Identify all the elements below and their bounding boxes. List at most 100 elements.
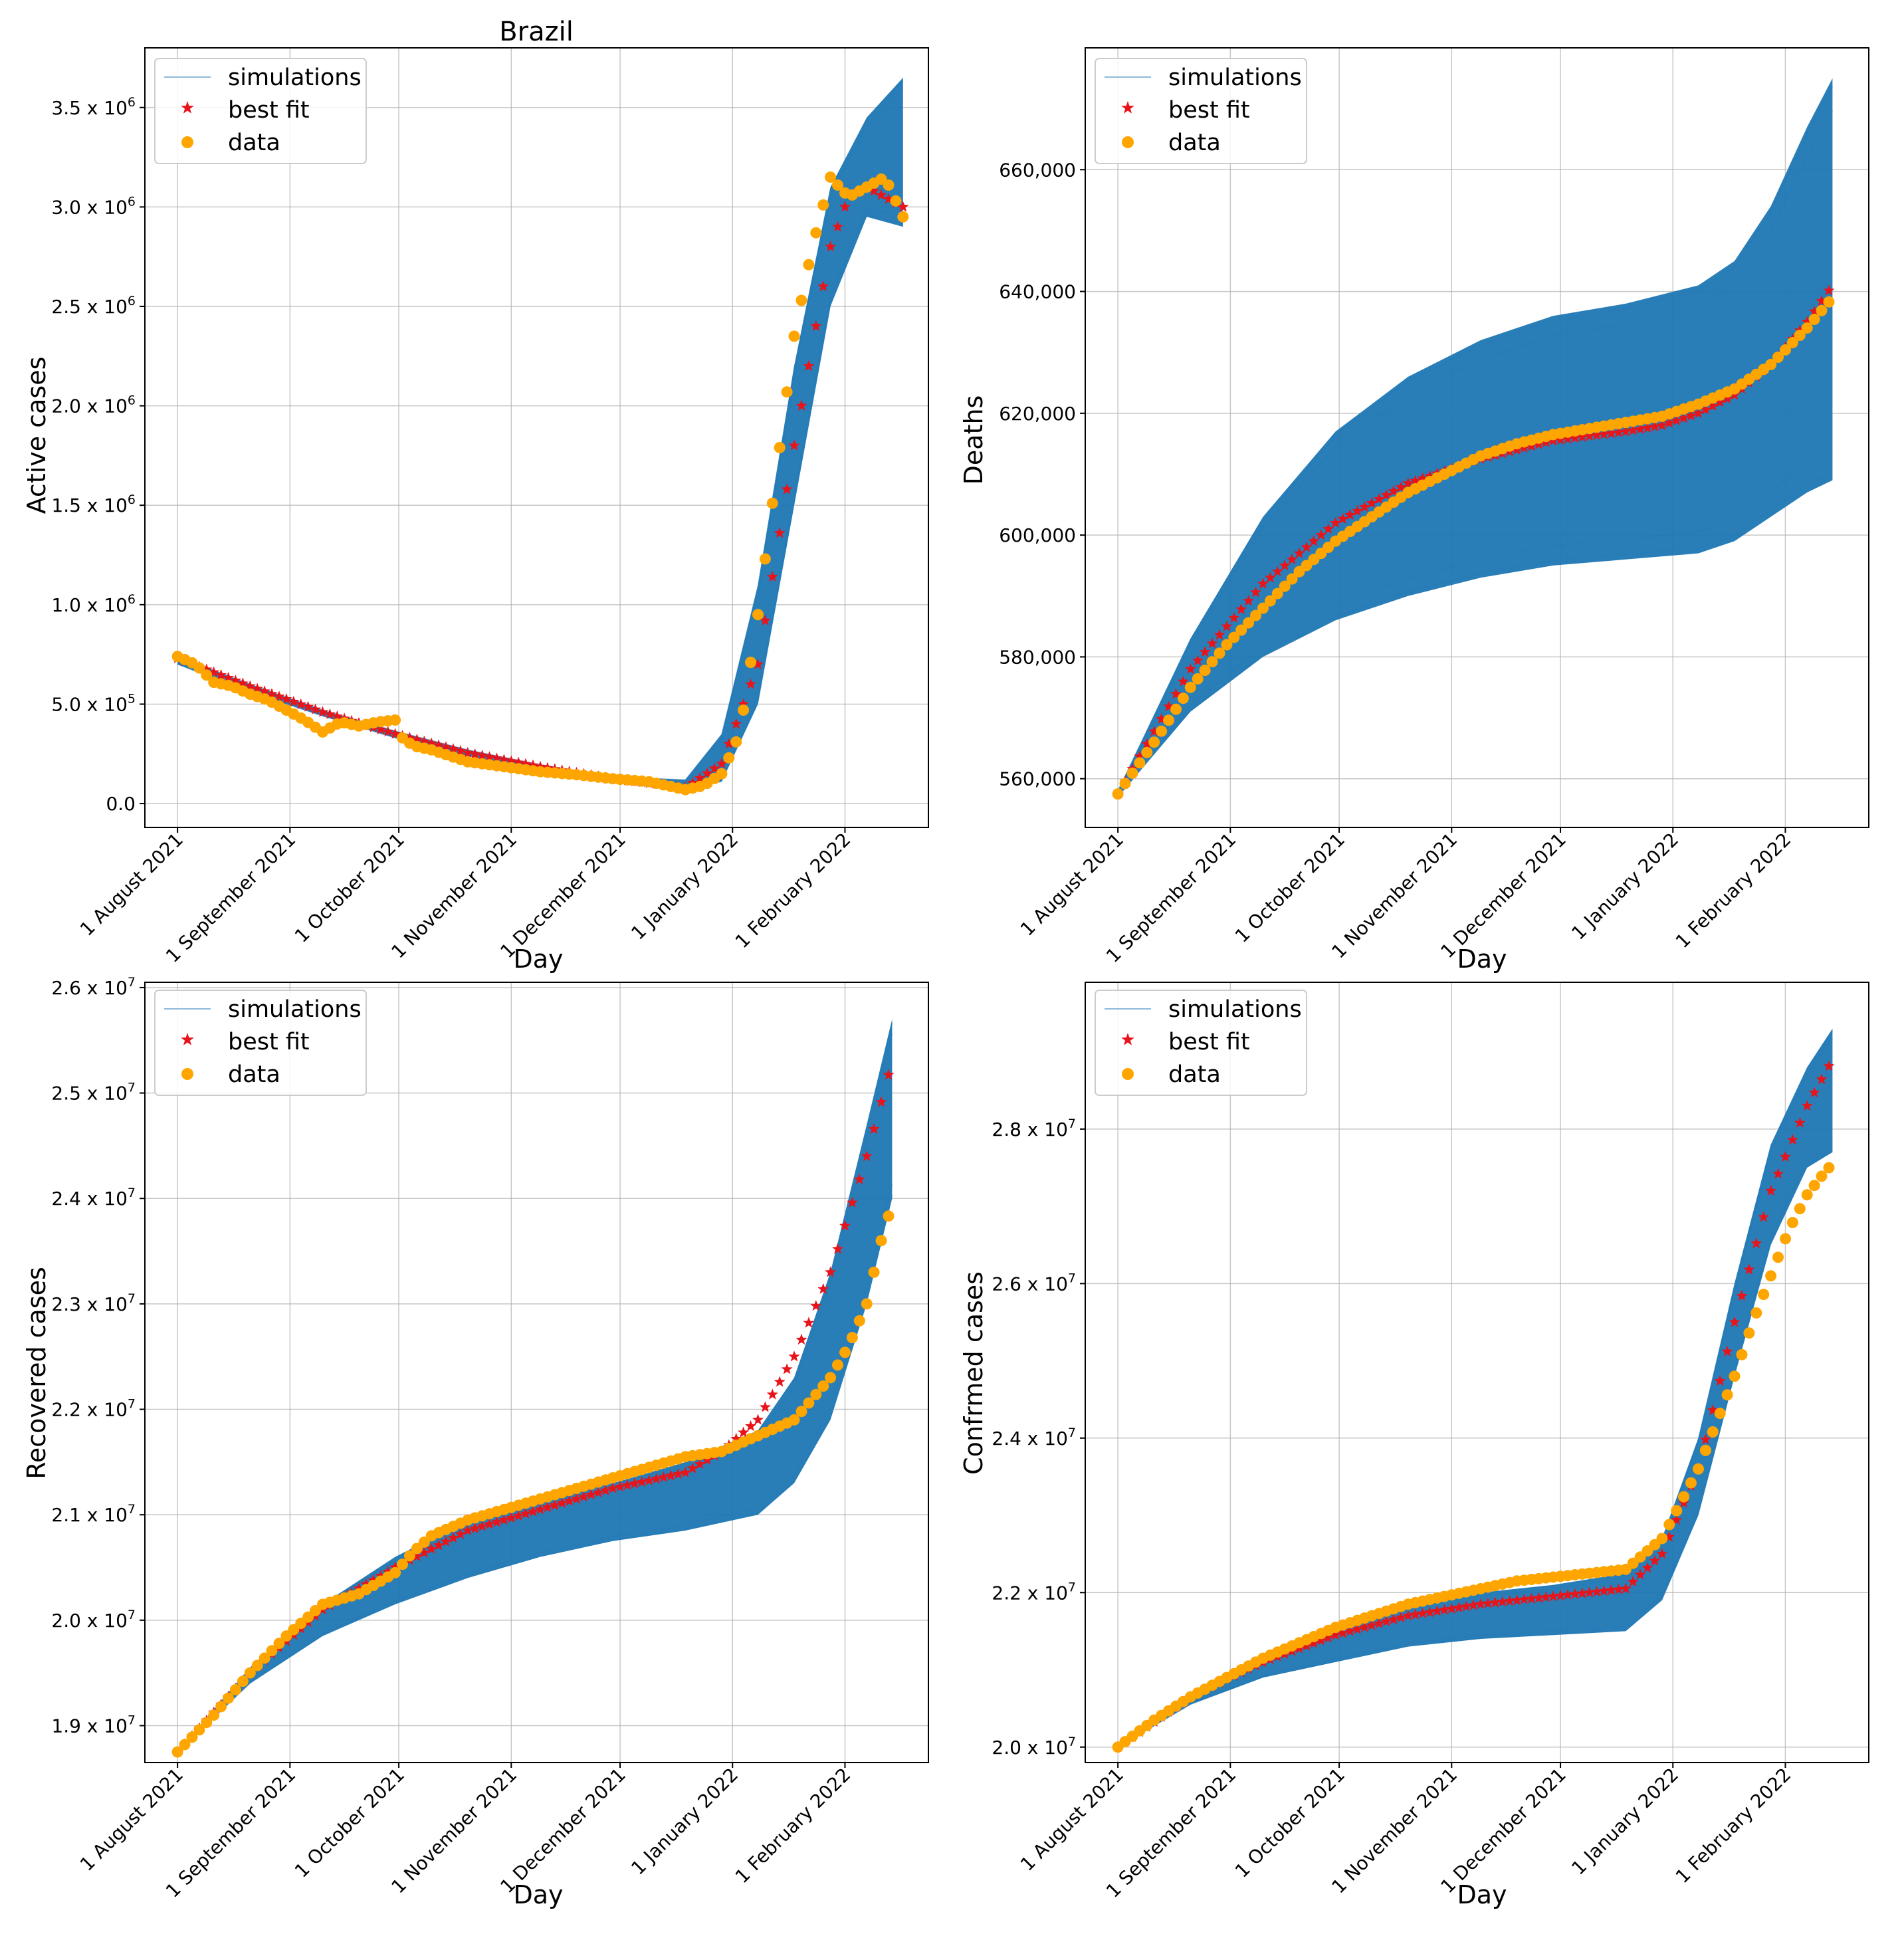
best-fit-point [1358,501,1370,512]
best-fit-point [462,746,474,758]
best-fit-point [353,1582,365,1594]
data-point [1801,1189,1813,1201]
best-fit-point [1641,421,1653,433]
best-fit-point [679,1466,691,1477]
data-point [1794,1203,1806,1215]
best-fit-point [825,1266,837,1277]
legend-simulations-label: simulations [228,996,362,1023]
best-fit-point [1562,1588,1574,1600]
best-fit-point [1358,1621,1370,1632]
best-fit-point [201,663,213,675]
best-fit-point [1337,512,1349,524]
plot-frame [1085,982,1869,1763]
best-fit-point [490,752,502,764]
best-fit-point [795,399,807,411]
best-fit-point [853,1173,865,1184]
best-fit-point [1620,425,1632,437]
y-tick-label: 2.5 x 107 [51,1081,136,1105]
best-fit-point [1569,1588,1581,1599]
data-point [795,1406,807,1418]
data-point [1264,595,1276,607]
best-fit-point [324,708,336,719]
best-fit-point [411,733,423,745]
data-point [1699,1444,1711,1456]
data-point [1736,1348,1748,1360]
data-point [1134,757,1146,769]
best-fit-point [1134,750,1146,762]
best-fit-point [1315,1634,1327,1646]
data-point [1801,322,1813,334]
best-fit-point [1184,663,1196,674]
data-point [389,714,401,726]
data-point [825,171,837,183]
best-fit-point [403,732,415,743]
y-tick-label: 3.5 x 106 [51,95,136,119]
best-fit-point [440,741,452,752]
data-point [1823,1162,1835,1174]
legend-data-label: data [1168,1061,1221,1088]
best-fit-point [215,669,227,681]
data-point [1816,304,1828,316]
best-fit-point [875,189,887,200]
best-fit-point [1250,586,1262,597]
best-fit-point [803,360,815,372]
best-fit-point [1366,497,1378,508]
data-point [752,609,764,621]
best-fit-point [1511,1594,1523,1606]
best-fit-point [672,1468,684,1479]
best-fit-point [781,1363,793,1374]
best-fit-point [701,767,713,778]
best-fit-point [1482,1597,1494,1608]
data-point [1780,344,1791,356]
best-fit-point [1584,430,1596,441]
best-fit-point [1308,535,1320,546]
data-point [1823,296,1835,308]
best-fit-point [745,678,757,689]
data-point [223,1692,234,1704]
best-fit-point [368,1574,379,1585]
best-fit-point [1279,559,1291,571]
best-fit-point [1489,1596,1501,1608]
data-point [795,294,807,306]
y-tick-label: 600,000 [999,524,1076,546]
best-fit-point [1192,654,1204,666]
best-fit-point [585,1489,597,1500]
data-point [803,1397,815,1409]
best-fit-point [382,1565,394,1577]
deaths-xlabel: Day [1457,944,1507,974]
best-fit-point [1475,1598,1487,1609]
best-fit-point [389,728,401,739]
best-fit-point [1699,1434,1711,1445]
data-point [839,1346,851,1358]
data-point [1656,1533,1668,1545]
data-point [266,1645,278,1657]
best-fit-point [607,1482,619,1493]
data-point [817,1380,829,1392]
best-fit-point [310,703,322,714]
best-fit-point [1554,433,1566,445]
best-fit-point [1823,1060,1835,1071]
data-point [201,669,213,681]
best-fit-point [1286,553,1298,565]
best-fit-point [817,280,829,292]
y-tick-label: 620,000 [999,403,1076,425]
data-point [1816,1170,1828,1182]
legend-frame [1095,990,1307,1096]
data-point [1808,1180,1820,1192]
best-fit-point [1388,1614,1400,1625]
best-fit-point [1721,1345,1733,1356]
best-fit-point [425,1543,437,1554]
data-point [861,1298,873,1310]
best-fit-point [759,1401,771,1412]
best-fit-point [556,1497,568,1508]
active-cases-ylabel: Active cases [22,357,51,514]
y-tick-label: 2.6 x 107 [992,1271,1076,1295]
best-fit-point [520,1507,532,1519]
best-fit-point [643,1474,655,1485]
data-point [1707,1426,1719,1438]
best-fit-point [498,1514,510,1525]
best-fit-point [455,744,467,756]
data-point [1221,639,1233,651]
data-point [1141,746,1153,758]
best-fit-point [1554,1589,1566,1601]
